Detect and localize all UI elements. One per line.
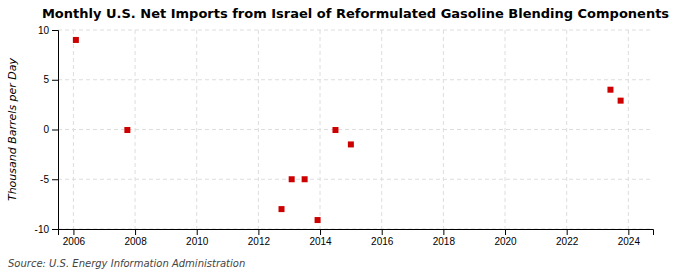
point xyxy=(279,206,285,212)
tick: 2008 xyxy=(124,229,147,247)
grid-line xyxy=(258,30,259,229)
grid-line xyxy=(566,30,567,229)
plot-area: 2006 2008 2010 2012 2014 2016 2018 2020 2022 2024… xyxy=(35,25,654,247)
tick: 2010 xyxy=(186,229,209,247)
tick: 2024 xyxy=(618,229,641,247)
point xyxy=(315,217,321,223)
tick-mark xyxy=(135,229,136,235)
tick-label: 10 xyxy=(38,25,50,36)
grid-line xyxy=(73,30,74,229)
tick: 0 xyxy=(43,124,58,135)
tick-label: 2012 xyxy=(248,236,271,247)
annotation: Source: U.S. Energy Information Administ… xyxy=(8,258,245,269)
grid-line xyxy=(58,179,653,180)
axis-line xyxy=(52,31,59,230)
tick-label: 2006 xyxy=(63,236,86,247)
x-axis: 2006 2008 2010 2012 2014 2016 2018 2020 2022 2024 xyxy=(59,229,654,247)
tick-mark xyxy=(52,80,58,81)
tick-mark xyxy=(52,179,58,180)
tick: -5 xyxy=(40,174,58,185)
tick: 2016 xyxy=(371,229,394,247)
tick-label: 2010 xyxy=(186,236,209,247)
y-axis: -10 -5 0 5 10 xyxy=(35,25,59,235)
tick-mark xyxy=(52,130,58,131)
tick-mark xyxy=(258,229,259,235)
tick-mark xyxy=(320,229,321,235)
grid-line xyxy=(58,30,653,31)
grid-line xyxy=(135,30,136,229)
tick: 2006 xyxy=(63,229,86,247)
point xyxy=(124,127,130,133)
axis-line xyxy=(59,230,654,236)
point xyxy=(289,176,295,182)
tick: 2020 xyxy=(494,229,517,247)
point xyxy=(332,127,338,133)
grid-line xyxy=(58,79,653,80)
tick-label: 2022 xyxy=(556,236,579,247)
tick-mark xyxy=(505,229,506,235)
tick: 2022 xyxy=(556,229,579,247)
tick-label: 2018 xyxy=(433,236,456,247)
point xyxy=(607,87,613,93)
tick: 2012 xyxy=(248,229,271,247)
tick-label: 2020 xyxy=(494,236,517,247)
grid-line xyxy=(196,30,197,229)
point xyxy=(348,141,354,147)
grid-line xyxy=(628,30,629,229)
points xyxy=(73,37,624,223)
tick-mark xyxy=(567,229,568,235)
point xyxy=(302,176,308,182)
title: Monthly U.S. Net Imports from Israel of … xyxy=(42,6,669,21)
tick: 2018 xyxy=(433,229,456,247)
chart: 2006 2008 2010 2012 2014 2016 2018 2020 2022 2024… xyxy=(0,0,675,275)
grid-line xyxy=(505,30,506,229)
tick: 2014 xyxy=(309,229,332,247)
tick-mark xyxy=(73,229,74,235)
tick: -10 xyxy=(35,224,58,235)
grid-line xyxy=(320,30,321,229)
tick-label: 2016 xyxy=(371,236,394,247)
grid xyxy=(58,30,653,229)
point xyxy=(73,37,79,43)
tick-label: 2024 xyxy=(618,236,641,247)
tick-mark xyxy=(52,229,58,230)
point xyxy=(618,98,624,104)
tick-mark xyxy=(197,229,198,235)
grid-line xyxy=(381,30,382,229)
tick-mark xyxy=(382,229,383,235)
tick-label: 0 xyxy=(43,124,49,135)
grid-line xyxy=(443,30,444,229)
y-axis-title: Thousand Barrels per Day xyxy=(6,57,19,201)
grid-line xyxy=(58,129,653,130)
tick: 10 xyxy=(38,25,58,36)
tick-label: 2008 xyxy=(124,236,147,247)
tick-label: -10 xyxy=(35,224,50,235)
tick-label: 2014 xyxy=(309,236,332,247)
tick-mark xyxy=(52,30,58,31)
tick-mark xyxy=(443,229,444,235)
tick-label: -5 xyxy=(40,174,49,185)
tick: 5 xyxy=(43,74,58,85)
tick-label: 5 xyxy=(43,74,49,85)
tick-mark xyxy=(628,229,629,235)
